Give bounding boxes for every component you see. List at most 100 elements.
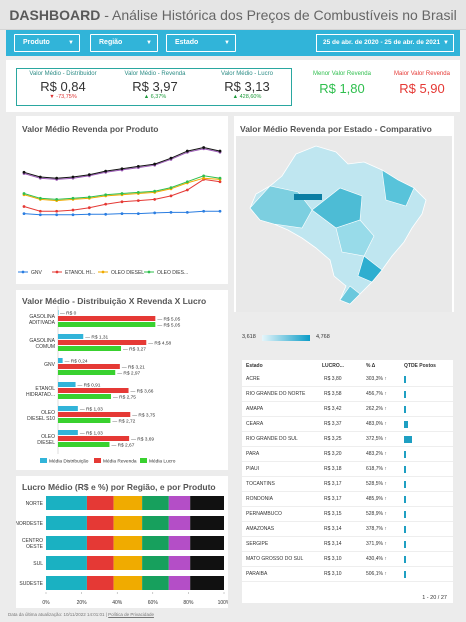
table-row[interactable]: RONDONIA R$ 3,17 485,9% ↑ [242, 492, 453, 507]
table-row[interactable]: MATO GROSSO DO SUL R$ 3,10 430,4% ↑ [242, 552, 453, 567]
col-delta[interactable]: % Δ [366, 363, 376, 369]
state-para[interactable] [311, 187, 363, 229]
legend-marker [55, 270, 59, 274]
stack-segment [86, 516, 114, 530]
bar [58, 358, 63, 363]
cell-estado: CEARA [246, 421, 264, 427]
state-ceara[interactable] [381, 169, 415, 207]
category-label: SUL [33, 561, 43, 567]
cell-lucro: R$ 3,80 [324, 376, 342, 382]
table-row[interactable]: PARAIBA R$ 3,10 506,1% ↑ [242, 567, 453, 582]
series-line-2 [23, 177, 221, 202]
cell-estado: RIO GRANDE DO SUL [246, 436, 298, 442]
cell-delta: 430,4% ↑ [366, 556, 387, 562]
kpi-lucro: Valor Médio - Lucro R$ 3,13 ▲ 428,60% [221, 71, 273, 100]
data-point [218, 149, 222, 153]
data-point [136, 165, 140, 168]
bar [58, 340, 147, 345]
table-row[interactable]: RIO GRANDE DO SUL R$ 3,25 372,5% ↑ [242, 432, 453, 447]
table-row[interactable]: CEARA R$ 3,37 483,0% ↑ [242, 417, 453, 432]
col-lucro[interactable]: LUCRO... [322, 363, 344, 369]
data-point [87, 195, 91, 199]
privacy-link[interactable]: Política de Privacidade [108, 612, 154, 617]
table-row[interactable]: SERGIPE R$ 3,14 371,9% ↑ [242, 537, 453, 552]
data-label: — R$ 5,05 [157, 316, 180, 322]
table-row[interactable]: RIO GRANDE DO NORTE R$ 3,58 456,7% ↑ [242, 387, 453, 402]
kpi-distribuidor: Valor Médio - Distribuidor R$ 0,84 ▼ -73,7… [29, 71, 97, 100]
data-point [185, 211, 189, 214]
stack-segment [46, 536, 87, 550]
tick-label: 100% [218, 600, 228, 606]
data-point [22, 170, 26, 174]
state-rio-grande-do-sul[interactable] [339, 285, 361, 305]
legend-swatch [40, 458, 47, 463]
table-row[interactable]: ACRE R$ 3,80 303,3% ↑ [242, 372, 453, 387]
data-point [202, 174, 206, 178]
bar [58, 418, 111, 423]
stack-segment [113, 576, 143, 590]
estado-dropdown[interactable]: Estado ▼ [166, 34, 236, 52]
legend-marker [101, 270, 105, 274]
tick-label: 40% [112, 600, 123, 606]
col-postos[interactable]: QTDE Postos [404, 363, 436, 369]
line-chart: GNV ETANOL HI... OLEO DIESEL OLEO DIES... [18, 146, 222, 276]
cell-delta: 483,2% ↑ [366, 451, 387, 457]
data-point [218, 180, 222, 184]
table-row[interactable]: TOCANTINS R$ 3,17 528,5% ↑ [242, 477, 453, 492]
stack-segment [168, 516, 191, 530]
cell-delta: 528,9% ↑ [366, 511, 387, 517]
data-point [136, 212, 140, 215]
pagination[interactable]: 1 - 20 / 27 [422, 595, 447, 601]
cell-delta: 262,2% ↑ [366, 406, 387, 412]
stack-segment [142, 496, 169, 510]
data-label: — R$ 2,67 [111, 442, 134, 448]
cell-postos-bar [404, 526, 406, 533]
data-point [153, 211, 157, 215]
tick-label: 0% [42, 600, 50, 606]
cell-lucro: R$ 3,14 [324, 541, 342, 547]
table-row[interactable]: AMAPA R$ 3,42 262,2% ↑ [242, 402, 453, 417]
data-label: — R$ 4,58 [148, 340, 171, 346]
data-point [71, 208, 75, 212]
data-point [22, 212, 26, 215]
produto-dropdown[interactable]: Produto ▼ [14, 34, 80, 52]
legend-label: ETANOL HI... [65, 270, 95, 276]
data-point [87, 173, 91, 177]
data-point [55, 198, 59, 201]
cell-delta: 483,0% ↑ [366, 421, 387, 427]
stacked-chart-title: Lucro Médio (R$ e %) por Região, e por P… [22, 482, 216, 492]
table-row[interactable]: PIAUI R$ 3,18 618,7% ↑ [242, 462, 453, 477]
date-range-picker[interactable]: 25 de abr. de 2020 - 25 de abr. de 2021 ▼ [316, 34, 454, 52]
stack-segment [86, 496, 114, 510]
bar [58, 316, 156, 321]
tick-label: 20% [77, 600, 88, 606]
table-row[interactable]: PARA R$ 3,20 483,2% ↑ [242, 447, 453, 462]
legend-label: OLEO DIES... [157, 270, 188, 276]
menor-valor: Menor Valor Revenda R$ 1,80 [313, 71, 371, 96]
state-mato-grosso[interactable] [335, 219, 375, 257]
col-estado[interactable]: Estado [246, 363, 263, 369]
bar [58, 364, 120, 369]
cell-lucro: R$ 3,25 [324, 436, 342, 442]
table-row[interactable]: PERNAMBUCO R$ 3,15 528,9% ↑ [242, 507, 453, 522]
stack-segment [113, 536, 143, 550]
data-point [202, 176, 206, 180]
data-point [38, 175, 42, 179]
stack-segment [86, 576, 114, 590]
stack-segment [113, 556, 143, 570]
state-sao-paulo[interactable] [357, 255, 383, 283]
stack-segment [142, 516, 169, 530]
data-label: — R$ 2,75 [113, 394, 136, 400]
legend-label: OLEO DIESEL [111, 270, 144, 276]
table-row[interactable]: AMAZONAS R$ 3,14 378,7% ↑ [242, 522, 453, 537]
data-point [185, 149, 189, 153]
stack-segment [168, 536, 191, 550]
cell-estado: RONDONIA [246, 496, 273, 502]
legend-label: Média Distribuição [49, 459, 89, 465]
data-point [38, 196, 42, 200]
regiao-dropdown[interactable]: Região ▼ [90, 34, 158, 52]
state-acre[interactable] [294, 194, 322, 200]
data-point [169, 194, 173, 198]
